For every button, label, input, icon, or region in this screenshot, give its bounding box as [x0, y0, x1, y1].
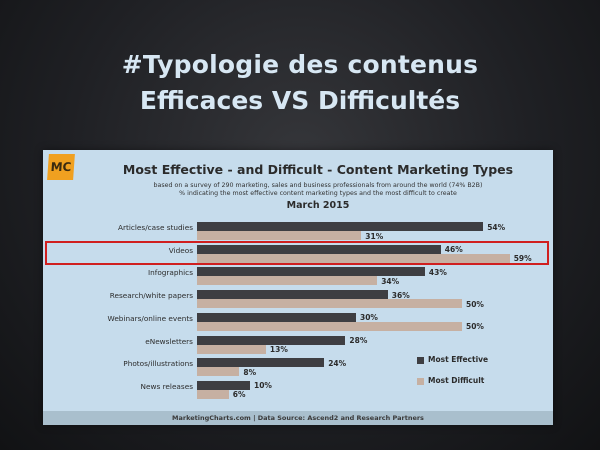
- category-label: News releases: [140, 381, 193, 391]
- bar-effective: [197, 244, 441, 254]
- legend-label-effective: Most Effective: [428, 355, 489, 364]
- category-label: Photos/illustrations: [123, 359, 193, 369]
- slide-title-line1: #Typologie des contenus: [121, 50, 479, 79]
- bar-effective: [197, 312, 356, 322]
- value-label-difficult: 34%: [381, 276, 400, 286]
- bar-effective: [197, 222, 484, 231]
- value-label-effective: 30%: [360, 313, 378, 323]
- legend-label-difficult: Most Difficult: [428, 376, 485, 385]
- bar-effective: [197, 267, 425, 277]
- category-label: Webinars/online events: [107, 313, 193, 323]
- slide-title-line2: Efficaces VS Difficultés: [139, 86, 461, 115]
- bar-effective: [197, 358, 325, 368]
- bar-difficult: [197, 253, 510, 263]
- bar-effective: [197, 335, 346, 345]
- category-label: Articles/case studies: [118, 223, 193, 232]
- value-label-difficult: 8%: [243, 367, 257, 377]
- legend-item-difficult: Most Difficult: [417, 376, 484, 385]
- bar-difficult: [197, 276, 378, 286]
- category-label: Infographics: [147, 268, 193, 278]
- category-label: Research/white papers: [109, 291, 193, 301]
- bar-difficult: [197, 367, 240, 377]
- bar-difficult: [197, 321, 462, 331]
- legend-swatch-difficult: [417, 377, 424, 385]
- bar-difficult: [197, 299, 462, 309]
- value-label-effective: 36%: [391, 290, 410, 300]
- chart-footer: MarketingCharts.com | Data Source: Ascen…: [43, 411, 553, 425]
- chart-card: MC Most Effective - and Difficult - Cont…: [43, 150, 553, 425]
- category-label: Videos: [168, 245, 193, 255]
- value-label-difficult: 50%: [466, 299, 484, 309]
- legend-swatch-effective: [417, 356, 424, 364]
- bar-difficult: [197, 344, 266, 354]
- value-label-effective: 43%: [428, 267, 447, 277]
- bar-effective: [197, 290, 388, 300]
- chart-subtitle-line2: % indicating the most effective content …: [179, 190, 457, 197]
- value-label-effective: 46%: [444, 245, 463, 255]
- value-label-effective: 54%: [487, 222, 506, 232]
- value-label-difficult: 59%: [513, 254, 532, 264]
- value-label-effective: 10%: [254, 381, 272, 391]
- bar-difficult: [197, 389, 229, 399]
- category-label: eNewsletters: [145, 336, 193, 346]
- value-label-difficult: 50%: [466, 322, 484, 332]
- value-label-difficult: 31%: [365, 231, 384, 241]
- highlight-box-videos: [45, 241, 549, 265]
- legend-item-effective: Most Effective: [417, 355, 488, 364]
- marketingcharts-logo: MC: [47, 154, 75, 180]
- bar-difficult: [197, 231, 362, 240]
- value-label-difficult: 6%: [232, 390, 246, 400]
- chart-subtitle-line1: based on a survey of 290 marketing, sale…: [153, 182, 483, 189]
- chart-title: Most Effective - and Difficult - Content…: [122, 162, 514, 177]
- value-label-difficult: 13%: [269, 345, 288, 354]
- value-label-effective: 28%: [349, 336, 368, 345]
- chart-date: March 2015: [286, 200, 350, 211]
- value-label-effective: 24%: [328, 358, 347, 368]
- bar-effective: [197, 380, 250, 390]
